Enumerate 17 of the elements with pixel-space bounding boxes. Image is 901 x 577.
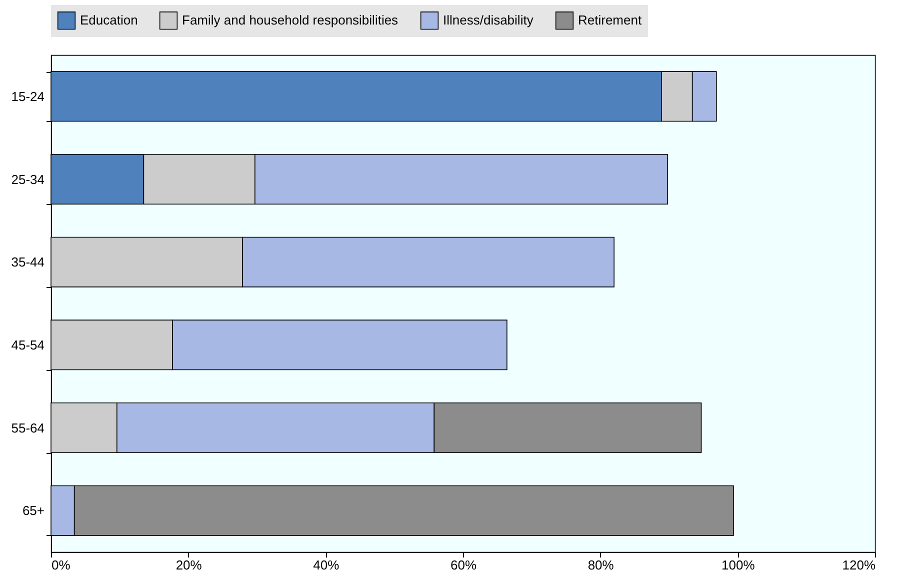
legend-label: Illness/disability: [443, 12, 534, 28]
x-tick-label: 40%: [313, 558, 340, 572]
x-tick-label: 120%: [842, 558, 876, 572]
x-tick-label: 60%: [450, 558, 477, 572]
legend-label: Retirement: [578, 12, 642, 28]
x-tick-label: 20%: [176, 558, 202, 572]
x-tick-label: 80%: [588, 558, 614, 572]
y-tick-label: 55-64: [11, 420, 44, 436]
y-tick-label: 35-44: [11, 254, 44, 270]
x-tick-label: 0%: [52, 558, 71, 572]
x-tick-label: 100%: [722, 558, 756, 572]
y-tick-label: 65+: [22, 503, 44, 518]
legend-label: Education: [80, 12, 138, 28]
y-tick-label: 15-24: [11, 88, 44, 104]
legend-label: Family and household responsibilities: [182, 12, 399, 28]
y-tick-label: 45-54: [11, 337, 44, 352]
y-tick-label: 25-34: [11, 172, 44, 187]
